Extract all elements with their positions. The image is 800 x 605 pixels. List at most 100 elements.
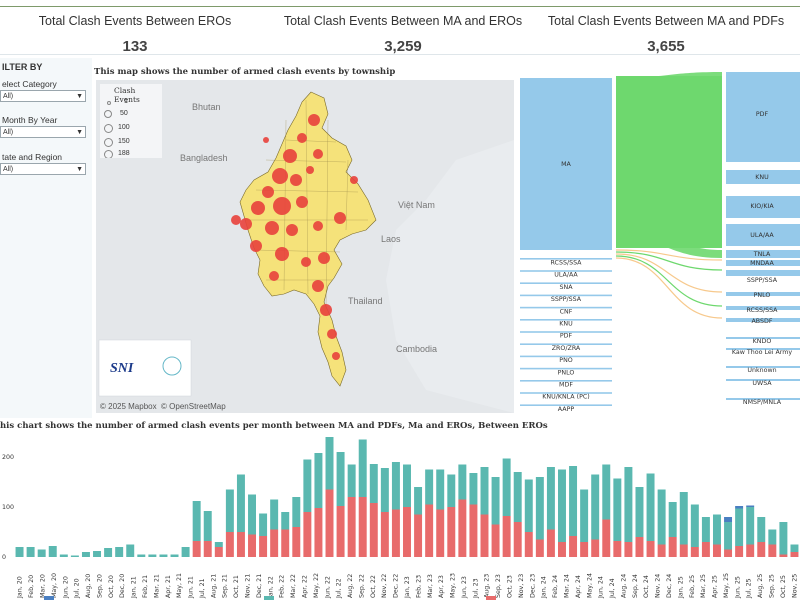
chart-bar[interactable] — [524, 479, 533, 533]
chart-bar[interactable] — [724, 517, 733, 522]
sankey-node[interactable] — [726, 224, 800, 246]
chart-bar[interactable] — [580, 489, 589, 543]
sankey-flow[interactable] — [615, 257, 723, 319]
chart-bar[interactable] — [546, 529, 555, 558]
chart-bar[interactable] — [358, 497, 367, 557]
chart-bar[interactable] — [314, 508, 323, 557]
sankey-node[interactable] — [520, 258, 612, 260]
chart-bar[interactable] — [70, 555, 79, 558]
chart-bar[interactable] — [646, 541, 655, 557]
chart-bar[interactable] — [690, 547, 699, 557]
sankey-node[interactable] — [726, 72, 800, 162]
chart-bar[interactable] — [469, 473, 478, 505]
chart-bar[interactable] — [701, 517, 710, 542]
chart-bar[interactable] — [93, 551, 102, 557]
chart-bar[interactable] — [768, 529, 777, 545]
chart-bar[interactable] — [26, 547, 35, 557]
sankey-flow[interactable] — [615, 249, 723, 261]
sankey-node[interactable] — [726, 337, 800, 339]
sankey-node[interactable] — [726, 270, 800, 276]
chart-bar[interactable] — [558, 542, 566, 557]
chart-bar[interactable] — [236, 474, 245, 533]
chart-bar[interactable] — [281, 529, 290, 558]
chart-bar[interactable] — [712, 544, 721, 558]
sankey-node[interactable] — [520, 380, 612, 382]
chart-bar[interactable] — [48, 546, 57, 557]
chart-bar[interactable] — [746, 544, 755, 558]
chart-bar[interactable] — [535, 477, 544, 540]
chart-bar[interactable] — [712, 514, 721, 545]
township-map[interactable]: SNI Bhutan Bangladesh Việt Nam Laos Thai… — [96, 80, 514, 413]
chart-bar[interactable] — [613, 478, 622, 542]
chart-bar[interactable] — [724, 522, 733, 550]
chart-bar[interactable] — [768, 544, 777, 558]
chart-bar[interactable] — [181, 547, 190, 557]
chart-bar[interactable] — [668, 502, 677, 537]
chart-bar[interactable] — [436, 469, 445, 510]
chart-bar[interactable] — [502, 516, 511, 557]
sankey-node[interactable] — [726, 250, 800, 258]
sankey-flow[interactable] — [615, 253, 723, 293]
chart-bar[interactable] — [259, 536, 268, 557]
sankey-node[interactable] — [520, 270, 612, 272]
chart-bar[interactable] — [137, 554, 146, 558]
sankey-node[interactable] — [520, 343, 612, 345]
chart-bar[interactable] — [790, 544, 799, 553]
chart-bar[interactable] — [735, 506, 744, 509]
sankey-node[interactable] — [726, 398, 800, 400]
sankey-diagram[interactable]: MA RCSS/SSA ULA/AA SNA SSPP/SSA CNF KNU PDF ZRO/… — [518, 72, 800, 413]
chart-bar[interactable] — [81, 552, 90, 557]
chart-bar[interactable] — [303, 459, 312, 513]
chart-bar[interactable] — [746, 505, 755, 508]
chart-bar[interactable] — [624, 467, 633, 542]
chart-bar[interactable] — [336, 506, 345, 557]
chart-bar[interactable] — [248, 494, 256, 535]
sankey-node[interactable] — [726, 379, 800, 381]
chart-bar[interactable] — [480, 514, 489, 558]
chart-bar[interactable] — [325, 437, 334, 490]
chart-bar[interactable] — [347, 497, 356, 557]
sankey-flow[interactable] — [616, 76, 722, 248]
chart-bar[interactable] — [425, 469, 434, 505]
chart-bar[interactable] — [203, 511, 212, 541]
chart-bar[interactable] — [591, 474, 600, 540]
chart-bar[interactable] — [447, 474, 456, 508]
chart-bar[interactable] — [679, 492, 688, 545]
chart-bar[interactable] — [602, 519, 611, 558]
month-select[interactable]: All) ▼ — [0, 126, 86, 138]
chart-bar[interactable] — [148, 554, 157, 558]
sankey-node[interactable] — [726, 318, 800, 322]
sankey-node[interactable] — [726, 348, 800, 350]
chart-bar[interactable] — [779, 554, 788, 558]
chart-bar[interactable] — [225, 532, 234, 557]
chart-bar[interactable] — [59, 554, 68, 558]
chart-bar[interactable] — [303, 512, 312, 557]
chart-bar[interactable] — [646, 473, 655, 542]
chart-bar[interactable] — [248, 534, 256, 558]
chart-bar[interactable] — [159, 554, 168, 558]
chart-bar[interactable] — [502, 458, 511, 517]
chart-bar[interactable] — [569, 536, 578, 557]
chart-bar[interactable] — [369, 464, 378, 503]
chart-bar[interactable] — [657, 544, 666, 558]
chart-bar[interactable] — [790, 552, 799, 557]
chart-bar[interactable] — [104, 548, 113, 557]
sankey-node[interactable] — [520, 355, 612, 358]
chart-bar[interactable] — [425, 504, 434, 558]
chart-bar[interactable] — [391, 462, 400, 510]
chart-bar[interactable] — [546, 467, 555, 530]
chart-bar[interactable] — [635, 537, 644, 557]
chart-bar[interactable] — [347, 464, 356, 498]
chart-bar[interactable] — [170, 554, 179, 558]
chart-bar[interactable] — [513, 472, 522, 522]
chart-bar[interactable] — [668, 537, 677, 557]
chart-bar[interactable] — [314, 453, 323, 508]
chart-bar[interactable] — [358, 439, 367, 498]
chart-bar[interactable] — [369, 503, 378, 557]
chart-bar[interactable] — [37, 549, 46, 558]
monthly-clash-chart[interactable]: 0 100 200 Jan, 20 Feb, 20 Mar, 20 May, 20 Jun, … — [0, 430, 800, 600]
chart-bar[interactable] — [535, 539, 544, 558]
chart-bar[interactable] — [259, 513, 268, 537]
chart-bar[interactable] — [779, 522, 788, 555]
chart-bar[interactable] — [657, 489, 666, 545]
